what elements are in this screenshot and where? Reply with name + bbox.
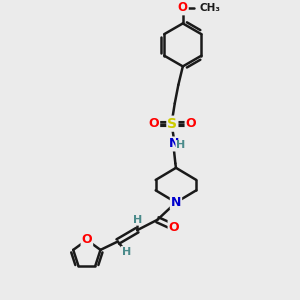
Text: H: H	[122, 247, 131, 257]
Text: CH₃: CH₃	[199, 3, 220, 13]
Text: H: H	[176, 140, 185, 151]
Text: O: O	[82, 233, 92, 247]
Text: S: S	[167, 117, 177, 131]
Text: N: N	[169, 137, 179, 151]
Text: H: H	[133, 215, 142, 225]
Text: O: O	[169, 221, 179, 234]
Text: O: O	[186, 117, 196, 130]
Text: O: O	[148, 117, 159, 130]
Text: O: O	[178, 2, 188, 14]
Text: N: N	[171, 196, 181, 209]
